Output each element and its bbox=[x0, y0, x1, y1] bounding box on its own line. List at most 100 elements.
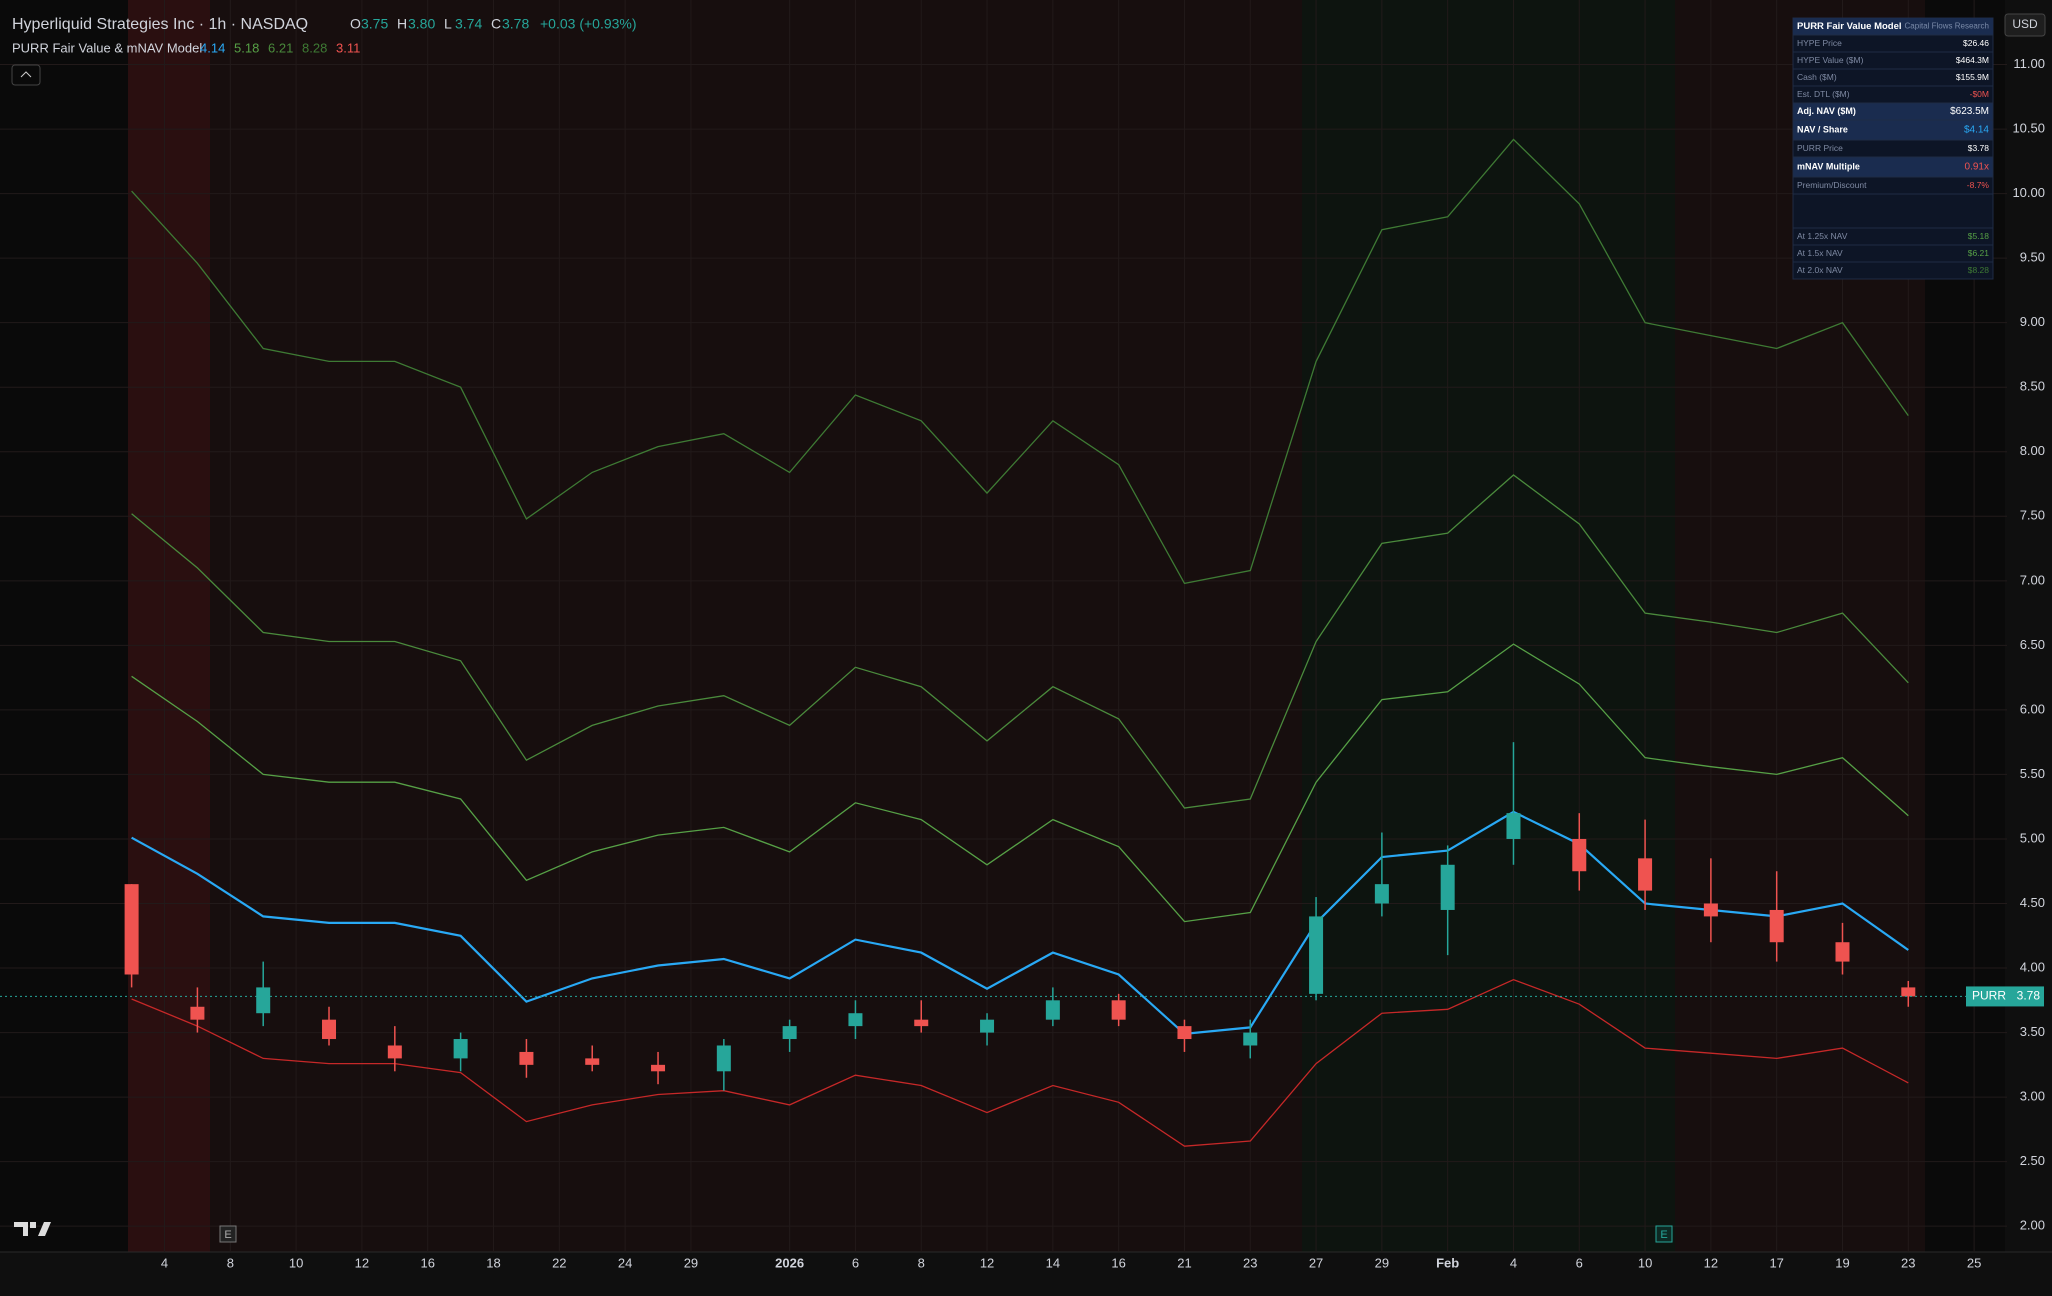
candle-body bbox=[1901, 987, 1916, 997]
ohlc-key: O bbox=[350, 16, 361, 32]
y-tick-label: 8.00 bbox=[2020, 443, 2045, 458]
table-value: $4.14 bbox=[1964, 125, 1989, 136]
x-tick-label: 25 bbox=[1967, 1255, 1981, 1270]
x-tick-label: 12 bbox=[355, 1255, 369, 1270]
x-tick-label: 10 bbox=[1638, 1255, 1652, 1270]
change: +0.03 (+0.93%) bbox=[540, 16, 637, 32]
x-tick-label: 8 bbox=[918, 1255, 925, 1270]
table-label: Cash ($M) bbox=[1797, 72, 1837, 82]
candle-body bbox=[1177, 1026, 1192, 1040]
candle-body bbox=[1111, 1000, 1126, 1020]
ohlc-value: 3.80 bbox=[408, 16, 435, 32]
event-label: E bbox=[1660, 1229, 1667, 1241]
ohlc-key: L bbox=[444, 16, 452, 32]
candle-body bbox=[1045, 1000, 1060, 1020]
x-tick-label: 10 bbox=[289, 1255, 303, 1270]
event-marker[interactable] bbox=[1655, 1225, 1673, 1243]
symbol-title[interactable]: Hyperliquid Strategies Inc · 1h · NASDAQ bbox=[12, 16, 308, 33]
candle-body bbox=[585, 1058, 600, 1065]
y-tick-label: 3.50 bbox=[2020, 1024, 2045, 1039]
y-tick-label: 5.00 bbox=[2020, 830, 2045, 845]
candle-body bbox=[1506, 813, 1521, 839]
candle-body bbox=[651, 1064, 666, 1072]
y-tick-label: 3.00 bbox=[2020, 1089, 2045, 1104]
x-tick-label: 6 bbox=[1576, 1255, 1583, 1270]
table-value: $6.21 bbox=[1968, 248, 1990, 258]
table-value: $155.9M bbox=[1956, 72, 1989, 82]
y-tick-label: 6.00 bbox=[2020, 701, 2045, 716]
x-tick-label: Feb bbox=[1436, 1255, 1459, 1270]
table-label: NAV / Share bbox=[1797, 124, 1848, 134]
table-value: $5.18 bbox=[1968, 231, 1990, 241]
ohlc-key: H bbox=[397, 16, 407, 32]
candle-body bbox=[1374, 884, 1389, 904]
x-tick-label: 16 bbox=[1111, 1255, 1125, 1270]
y-tick-label: 5.50 bbox=[2020, 766, 2045, 781]
candle-body bbox=[190, 1006, 205, 1020]
y-tick-label: 4.00 bbox=[2020, 959, 2045, 974]
x-tick-label: 2026 bbox=[775, 1255, 804, 1270]
event-marker[interactable] bbox=[219, 1225, 237, 1243]
currency: USD bbox=[2012, 17, 2038, 31]
x-tick-label: 4 bbox=[1510, 1255, 1517, 1270]
candle-body bbox=[322, 1019, 337, 1040]
indicator-name[interactable]: PURR Fair Value & mNAV Model bbox=[12, 40, 202, 55]
y-tick-label: 11.00 bbox=[2013, 56, 2045, 71]
table-value: $8.28 bbox=[1968, 265, 1990, 275]
indicator-value: 5.18 bbox=[234, 40, 259, 55]
candle-body bbox=[848, 1013, 863, 1027]
candle-body bbox=[980, 1019, 995, 1033]
x-tick-label: 12 bbox=[980, 1255, 994, 1270]
x-tick-label: 16 bbox=[420, 1255, 434, 1270]
y-tick-label: 8.50 bbox=[2020, 379, 2045, 394]
table-label: Premium/Discount bbox=[1797, 180, 1867, 190]
line-series bbox=[131, 978, 1909, 1147]
table-source: Capital Flows Research bbox=[1905, 22, 1989, 31]
candle-body bbox=[1835, 942, 1850, 962]
x-tick-label: 27 bbox=[1309, 1255, 1323, 1270]
event-label: E bbox=[224, 1229, 231, 1241]
price-value: 3.78 bbox=[2017, 989, 2041, 1003]
table-title: PURR Fair Value Model bbox=[1797, 21, 1902, 32]
candle-body bbox=[1769, 909, 1784, 943]
candle-body bbox=[1243, 1032, 1258, 1046]
collapse-icon bbox=[20, 71, 32, 78]
line-series bbox=[131, 474, 1909, 809]
x-tick-label: 23 bbox=[1901, 1255, 1915, 1270]
candle-body bbox=[716, 1045, 731, 1072]
table-value: 0.91x bbox=[1965, 162, 1989, 173]
band bbox=[128, 0, 210, 1252]
y-tick-label: 7.00 bbox=[2020, 572, 2045, 587]
table-label: Est. DTL ($M) bbox=[1797, 89, 1850, 99]
y-tick-label: 9.50 bbox=[2020, 250, 2045, 265]
table-label: At 1.25x NAV bbox=[1797, 231, 1848, 241]
x-tick-label: 19 bbox=[1835, 1255, 1849, 1270]
table-header bbox=[1793, 18, 1993, 35]
table-value: -$0M bbox=[1970, 89, 1989, 99]
candle-body bbox=[1572, 838, 1587, 872]
table-label: Adj. NAV ($M) bbox=[1797, 106, 1856, 116]
table-label: HYPE Price bbox=[1797, 38, 1842, 48]
x-tick-label: 23 bbox=[1243, 1255, 1257, 1270]
table-row bbox=[1792, 176, 1994, 195]
x-tick-label: 4 bbox=[161, 1255, 168, 1270]
table-value: $464.3M bbox=[1956, 55, 1989, 65]
table-row bbox=[1792, 261, 1994, 280]
candle-body bbox=[1440, 864, 1455, 910]
y-tick-label: 2.50 bbox=[2020, 1153, 2045, 1168]
candle-body bbox=[124, 884, 139, 975]
band bbox=[1302, 0, 1675, 1252]
y-tick-label: 9.00 bbox=[2020, 314, 2045, 329]
candle-body bbox=[1309, 916, 1324, 994]
collapse-button[interactable] bbox=[11, 64, 41, 86]
logo bbox=[14, 1222, 51, 1236]
y-tick-label: 2.00 bbox=[2020, 1218, 2045, 1233]
band bbox=[210, 0, 1302, 1252]
y-tick-label: 10.50 bbox=[2012, 121, 2045, 136]
table-label: PURR Price bbox=[1797, 143, 1843, 153]
currency-button[interactable] bbox=[2004, 13, 2046, 37]
x-tick-label: 8 bbox=[227, 1255, 234, 1270]
indicator-value: 8.28 bbox=[302, 40, 327, 55]
